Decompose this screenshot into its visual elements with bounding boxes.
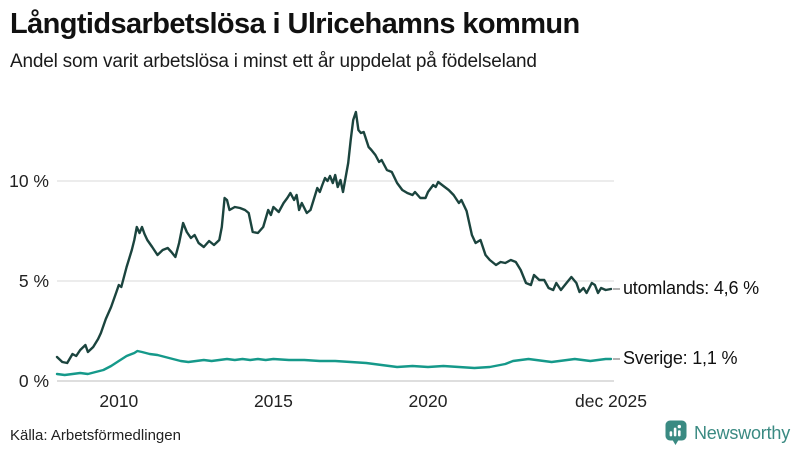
newsworthy-logo[interactable]: Newsworthy (665, 420, 790, 446)
y-tick-label: 0 % (19, 371, 49, 391)
x-tick-label: 2020 (409, 391, 448, 411)
newsworthy-wordmark: Newsworthy (693, 422, 790, 443)
x-tick-label: dec 2025 (575, 391, 647, 411)
series-line-sverige (55, 349, 613, 377)
y-tick-label: 10 % (9, 171, 49, 191)
y-tick-label: 5 % (19, 271, 49, 291)
x-tick-label: 2010 (99, 391, 138, 411)
series-label-utomlands: utomlands: 4,6 % (623, 278, 759, 298)
newsworthy-icon (665, 420, 687, 445)
x-tick-label: 2015 (254, 391, 293, 411)
series-label-sverige: Sverige: 1,1 % (623, 348, 738, 368)
page-title: Långtidsarbetslösa i Ulricehamns kommun (10, 8, 580, 40)
series-line-utomlands (55, 110, 613, 365)
chart-header: Långtidsarbetslösa i Ulricehamns kommun … (10, 6, 790, 73)
chart-subtitle: Andel som varit arbetslösa i minst ett å… (10, 51, 537, 73)
source-note: Källa: Arbetsförmedlingen (10, 427, 181, 444)
